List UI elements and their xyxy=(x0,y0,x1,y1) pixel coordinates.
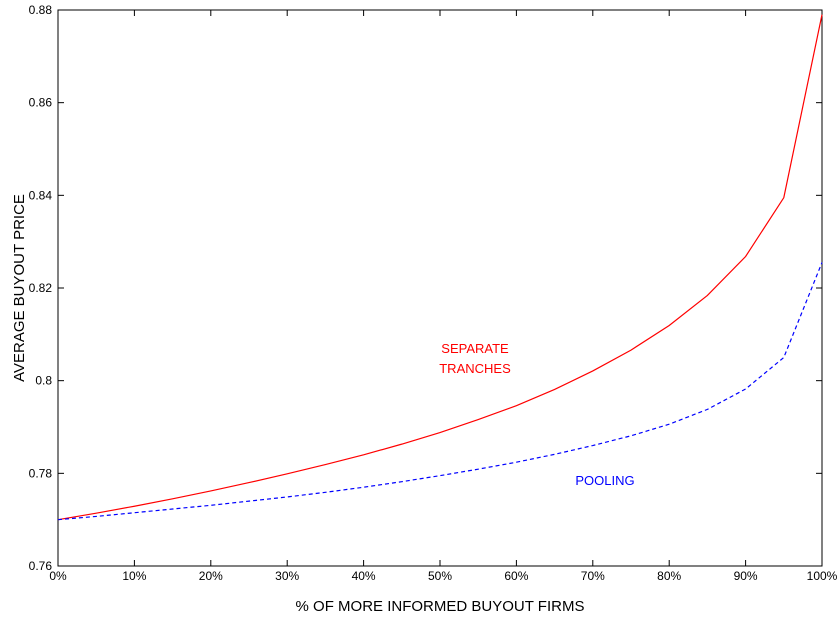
y-tick-label: 0.8 xyxy=(35,374,52,388)
x-tick-label: 70% xyxy=(581,569,605,583)
y-tick-label: 0.78 xyxy=(29,466,53,480)
x-tick-label: 80% xyxy=(657,569,681,583)
x-tick-label: 40% xyxy=(352,569,376,583)
x-tick-label: 30% xyxy=(275,569,299,583)
y-tick-label: 0.86 xyxy=(29,96,53,110)
y-tick-label: 0.76 xyxy=(29,559,53,573)
series-annotation: TRANCHES xyxy=(439,361,511,376)
series-annotation: SEPARATE xyxy=(441,341,509,356)
series-annotation: POOLING xyxy=(575,473,634,488)
x-tick-label: 100% xyxy=(807,569,838,583)
y-axis-title: AVERAGE BUYOUT PRICE xyxy=(11,194,28,382)
x-axis-ticks: 0% 10% 20% 30% 40% 50% 60% 70% 80% 90% 100% xyxy=(49,10,838,583)
annotations: SEPARATE TRANCHES POOLING xyxy=(439,341,634,488)
x-tick-label: 0% xyxy=(49,569,67,583)
plot-frame xyxy=(57,9,823,567)
x-tick-label: 50% xyxy=(428,569,452,583)
x-tick-label: 90% xyxy=(734,569,758,583)
plot-border xyxy=(57,9,823,567)
series-line-separate-tranches xyxy=(57,14,823,521)
y-tick-label: 0.82 xyxy=(29,281,53,295)
x-tick-label: 60% xyxy=(504,569,528,583)
series-line-pooling xyxy=(57,262,823,521)
y-axis-ticks: 0.76 0.78 0.8 0.82 0.84 0.86 0.88 xyxy=(29,3,822,573)
x-axis-title: % OF MORE INFORMED BUYOUT FIRMS xyxy=(296,598,585,615)
y-tick-label: 0.84 xyxy=(29,188,53,202)
x-tick-label: 20% xyxy=(199,569,223,583)
x-tick-label: 10% xyxy=(122,569,146,583)
series-layer xyxy=(57,14,823,521)
y-tick-label: 0.88 xyxy=(29,3,53,17)
